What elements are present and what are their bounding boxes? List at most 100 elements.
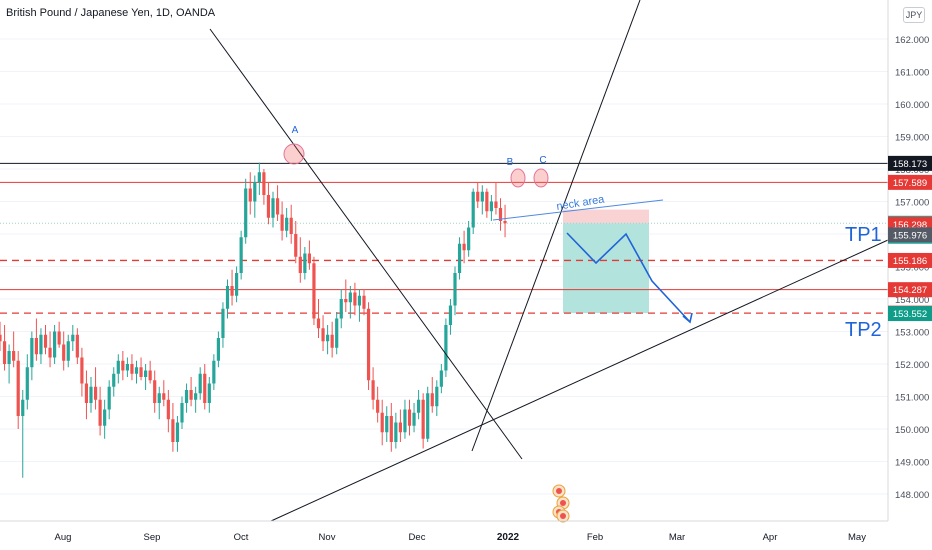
candle-body bbox=[380, 412, 384, 433]
y-tick-label: 150.000 bbox=[895, 425, 929, 436]
candle-body bbox=[89, 386, 93, 403]
price-badge: 154.287 bbox=[888, 282, 932, 298]
candle-body bbox=[362, 295, 366, 309]
candle-body bbox=[335, 318, 339, 348]
candle-body bbox=[303, 253, 307, 273]
price-badge-value: 155.186 bbox=[893, 256, 927, 267]
candle-body bbox=[30, 338, 34, 368]
candle-body bbox=[244, 188, 248, 238]
price-badge: 155.186 bbox=[888, 252, 932, 268]
trade-zones bbox=[563, 209, 649, 314]
candle-body bbox=[166, 399, 170, 420]
candle-body bbox=[257, 172, 261, 182]
candle-body bbox=[157, 393, 161, 403]
y-tick-label: 159.000 bbox=[895, 133, 929, 144]
candle-body bbox=[134, 367, 139, 374]
candle-body bbox=[326, 334, 330, 342]
candle-body bbox=[462, 243, 466, 251]
y-tick-label: 148.000 bbox=[895, 490, 929, 501]
tp1-label: TP1 bbox=[845, 224, 882, 246]
candle-body bbox=[194, 393, 198, 400]
candle-body bbox=[448, 305, 453, 325]
candle-body bbox=[262, 172, 266, 195]
candle-body bbox=[439, 370, 443, 387]
candle-body bbox=[189, 390, 193, 400]
candle-body bbox=[225, 286, 230, 309]
candle-body bbox=[421, 399, 425, 439]
label-a: A bbox=[292, 125, 299, 136]
candle-body bbox=[298, 256, 302, 273]
candle-body bbox=[394, 422, 398, 442]
ascending-support-line bbox=[270, 239, 889, 522]
candle-body bbox=[312, 263, 316, 319]
y-tick-label: 153.000 bbox=[895, 328, 929, 339]
candle-body bbox=[339, 299, 343, 319]
y-tick-label: 157.000 bbox=[895, 198, 929, 209]
candle-body bbox=[430, 393, 434, 407]
y-tick-label: 160.000 bbox=[895, 100, 929, 111]
candle-body bbox=[230, 286, 234, 296]
tp2-label: TP2 bbox=[845, 319, 882, 341]
candle-body bbox=[385, 416, 389, 433]
candle-body bbox=[480, 191, 484, 202]
candle-body bbox=[498, 208, 503, 221]
candle-body bbox=[407, 409, 412, 426]
candle-body bbox=[457, 243, 462, 273]
price-badge: 153.552 bbox=[888, 306, 932, 322]
candle-body bbox=[321, 328, 325, 342]
candle-body bbox=[180, 403, 184, 423]
y-tick-label: 155.000 bbox=[895, 263, 929, 274]
projection-arrow-icon bbox=[682, 312, 693, 324]
candle-body bbox=[43, 334, 48, 348]
candle-body bbox=[148, 370, 152, 381]
candle-body bbox=[467, 227, 471, 251]
chart-title: British Pound / Japanese Yen, 1D, OANDA bbox=[6, 7, 216, 19]
candle-body bbox=[285, 217, 289, 231]
price-badge-bg bbox=[888, 155, 932, 171]
event-icon bbox=[552, 484, 566, 498]
x-tick-label: Sep bbox=[144, 532, 161, 543]
candle-body bbox=[71, 334, 75, 342]
price-badge-bg bbox=[888, 227, 932, 243]
candle-body bbox=[107, 386, 111, 410]
candle-body bbox=[175, 422, 180, 442]
peak-c-marker bbox=[533, 168, 549, 188]
x-tick-label: Oct bbox=[234, 532, 249, 543]
candle-body bbox=[57, 331, 61, 345]
candle-body bbox=[412, 412, 416, 426]
peak-a-marker bbox=[283, 143, 305, 165]
candle-body bbox=[7, 351, 11, 364]
x-tick-label: Feb bbox=[587, 532, 603, 543]
y-tick-label: 154.000 bbox=[895, 295, 929, 306]
candle-body bbox=[453, 273, 457, 306]
label-c: C bbox=[539, 155, 546, 166]
price-badge-value: 153.552 bbox=[893, 309, 927, 320]
candle-body bbox=[203, 373, 207, 403]
candle-body bbox=[53, 331, 57, 358]
currency-button[interactable]: JPY bbox=[903, 7, 925, 23]
y-tick-label: 149.000 bbox=[895, 458, 929, 469]
candle-body bbox=[371, 380, 375, 400]
horizontal-levels bbox=[0, 162, 888, 314]
event-icon-core bbox=[560, 500, 566, 506]
candle-body bbox=[184, 390, 189, 403]
candle-body bbox=[398, 422, 402, 433]
grid-lines bbox=[0, 38, 888, 495]
candle-body bbox=[307, 253, 311, 264]
candle-body bbox=[366, 308, 371, 381]
candle-body bbox=[98, 399, 102, 426]
candle-body bbox=[112, 373, 116, 387]
candle-body bbox=[144, 370, 148, 377]
steep-trendline bbox=[471, 0, 641, 452]
candle-body bbox=[239, 237, 243, 273]
candle-body bbox=[12, 351, 16, 361]
candle-body bbox=[471, 191, 475, 228]
candle-body bbox=[280, 214, 284, 231]
candle-body bbox=[75, 334, 79, 358]
price-badge-bg bbox=[888, 306, 932, 322]
price-badge-value: 157.589 bbox=[893, 178, 927, 189]
candle-body bbox=[426, 393, 430, 439]
candle-body bbox=[476, 191, 480, 202]
candle-body bbox=[16, 360, 20, 416]
